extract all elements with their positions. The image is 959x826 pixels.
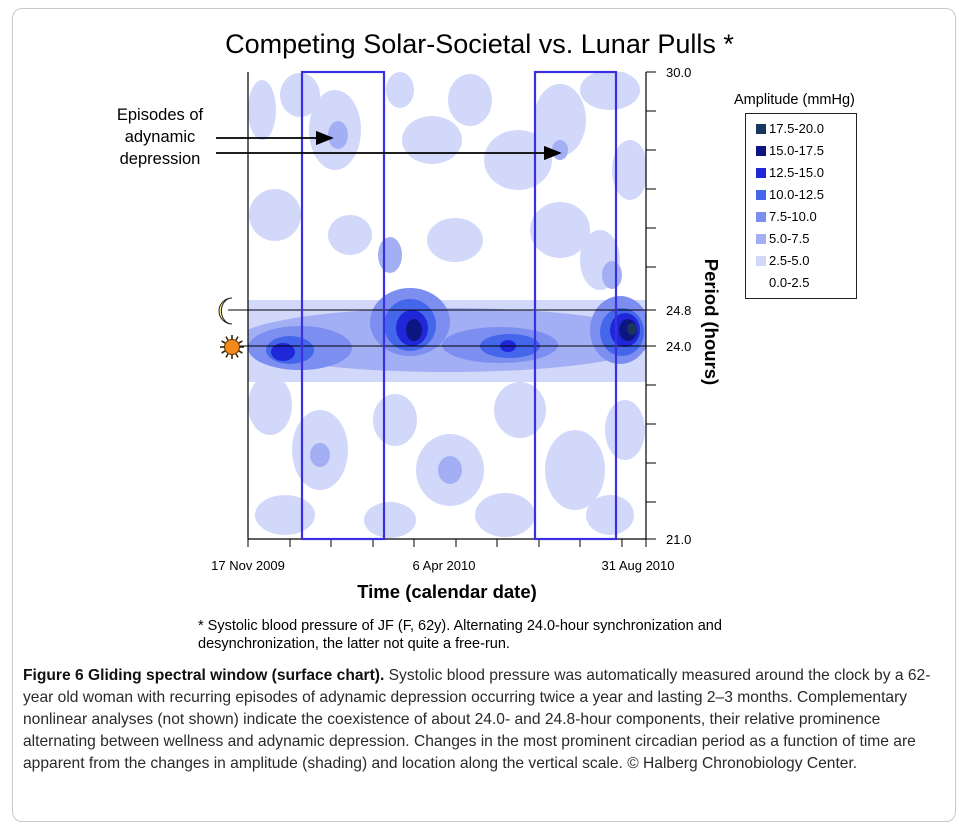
legend-title: Amplitude (mmHg) xyxy=(734,92,855,108)
caption-label: Figure 6 Gliding spectral window (surfac… xyxy=(23,667,385,684)
chart-title: Competing Solar-Societal vs. Lunar Pulls… xyxy=(225,29,734,59)
legend-swatch xyxy=(756,277,766,288)
figure-caption: Figure 6 Gliding spectral window (surfac… xyxy=(23,665,943,775)
footnote: * Systolic blood pressure of JF (F, 62y)… xyxy=(198,618,722,652)
legend-swatch xyxy=(756,211,766,222)
legend-item: 5.0-7.5 xyxy=(756,231,809,246)
legend-swatch xyxy=(756,167,766,178)
y-axis-title: Period (hours) xyxy=(701,259,722,385)
y-tick-label: 30.0 xyxy=(666,65,691,80)
x-tick-label: 6 Apr 2010 xyxy=(413,558,476,573)
legend-swatch xyxy=(756,233,766,244)
x-axis-title: Time (calendar date) xyxy=(357,581,537,602)
y-tick-label: 21.0 xyxy=(666,532,691,547)
legend-item: 2.5-5.0 xyxy=(756,253,809,268)
annotation-text-line: depression xyxy=(120,150,201,168)
y-tick-label: 24.0 xyxy=(666,339,691,354)
sun-icon xyxy=(220,335,244,359)
legend-label: 5.0-7.5 xyxy=(769,231,810,246)
x-tick-label: 31 Aug 2010 xyxy=(601,558,674,573)
legend-label: 15.0-17.5 xyxy=(769,143,824,158)
legend-swatch xyxy=(756,189,766,200)
legend-label: 7.5-10.0 xyxy=(769,209,817,224)
legend: 17.5-20.0 15.0-17.5 12.5-15.0 10.0-12.5 7.5-… xyxy=(745,113,857,299)
chart-overlay xyxy=(216,70,656,547)
legend-label: 12.5-15.0 xyxy=(769,165,824,180)
legend-label: 0.0-2.5 xyxy=(769,275,810,290)
annotation-text-line: Episodes of xyxy=(117,106,204,124)
figure-frame xyxy=(12,8,956,822)
y-tick-label: 24.8 xyxy=(666,303,691,318)
chart-svg: 30.0 24.8 24.0 21.0 17 Nov 2009 6 Apr 2010 31 … xyxy=(117,65,722,602)
legend-item: 12.5-15.0 xyxy=(756,165,824,180)
episode-window-1 xyxy=(300,70,386,541)
legend-swatch xyxy=(756,145,766,156)
annotation-text-line: adynamic xyxy=(125,128,196,146)
legend-swatch xyxy=(756,123,766,134)
legend-label: 10.0-12.5 xyxy=(769,187,824,202)
legend-item: 10.0-12.5 xyxy=(756,187,824,202)
legend-item: 0.0-2.5 xyxy=(756,275,809,290)
heatmap-band xyxy=(248,288,646,382)
heatmap-patches-light xyxy=(248,72,646,538)
legend-swatch xyxy=(756,255,766,266)
x-tick-label: 17 Nov 2009 xyxy=(211,558,285,573)
legend-label: 17.5-20.0 xyxy=(769,121,824,136)
chart-texts: 30.0 24.8 24.0 21.0 17 Nov 2009 6 Apr 2010 31 … xyxy=(117,65,722,602)
heatmap-surface xyxy=(248,72,646,539)
legend-item: 17.5-20.0 xyxy=(756,121,824,136)
episode-window-2 xyxy=(533,70,618,541)
caption-text: Systolic blood pressure was automaticall… xyxy=(23,667,931,772)
legend-label: 2.5-5.0 xyxy=(769,253,810,268)
legend-item: 15.0-17.5 xyxy=(756,143,824,158)
legend-item: 7.5-10.0 xyxy=(756,209,817,224)
moon-icon xyxy=(218,297,233,325)
